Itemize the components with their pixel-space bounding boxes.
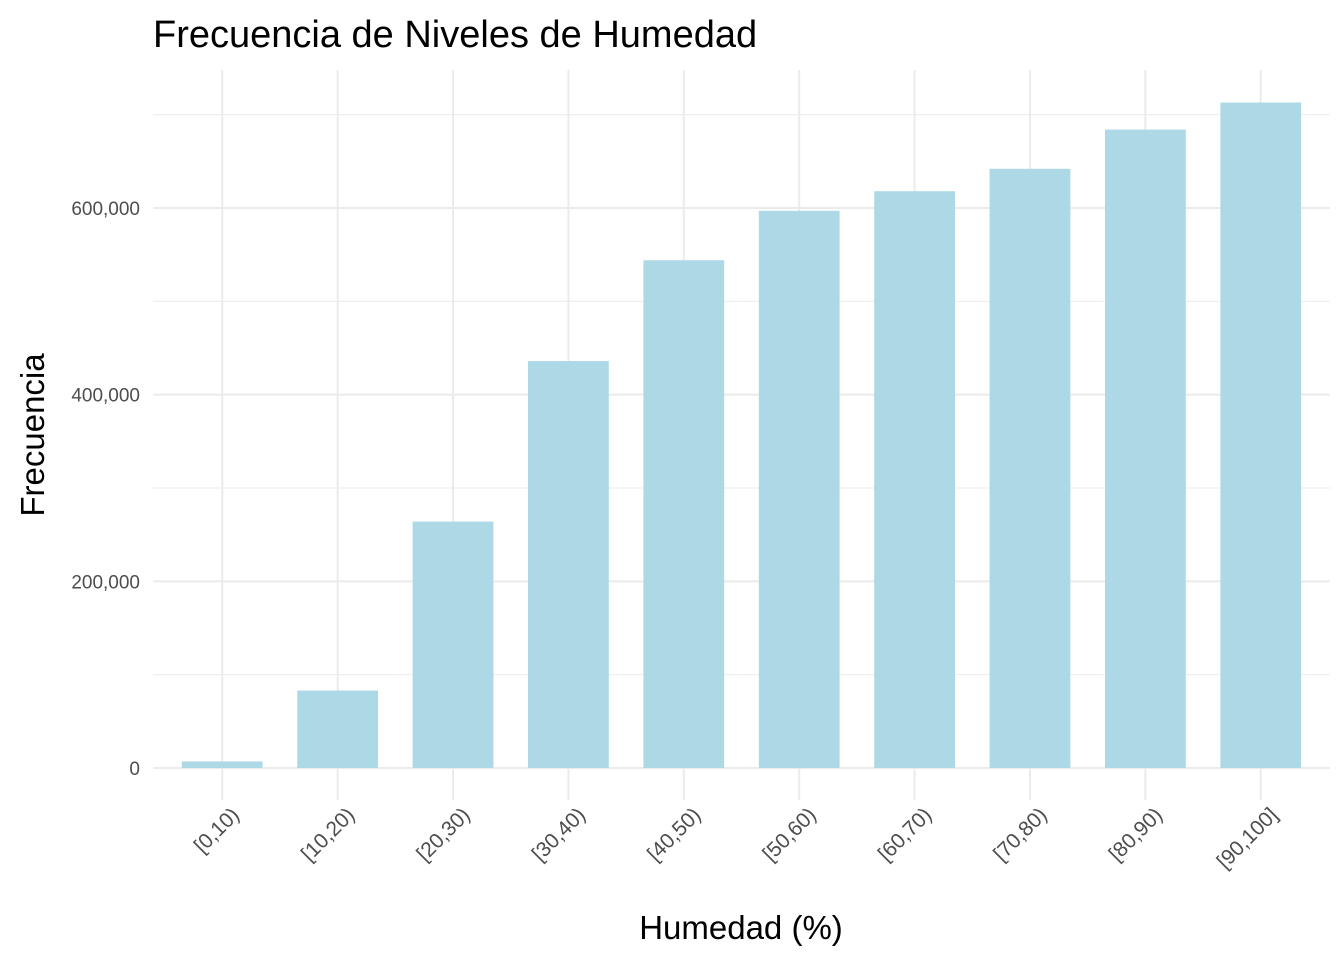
y-tick-label: 600,000 <box>71 199 140 220</box>
y-tick-label: 400,000 <box>71 386 140 407</box>
bar-[20,30) <box>412 521 494 768</box>
bar-[80,90) <box>1104 129 1186 769</box>
chart-title: Frecuencia de Niveles de Humedad <box>153 14 757 56</box>
bar-[10,20) <box>297 690 379 768</box>
y-axis-label: Frecuencia <box>14 353 51 517</box>
bars-layer <box>181 102 1302 769</box>
bar-[0,10) <box>181 761 263 768</box>
x-tick-label: [80,90) <box>1105 803 1168 866</box>
bar-[60,70) <box>874 191 955 768</box>
y-tick-label: 0 <box>129 759 140 780</box>
x-tick-label: [60,70) <box>874 803 937 866</box>
bar-[40,50) <box>643 260 725 768</box>
y-axis-ticks: 0 200,000 400,000 600,000 <box>71 199 140 780</box>
x-tick-label: [70,80) <box>989 803 1052 866</box>
x-tick-label: [50,60) <box>758 803 821 866</box>
x-tick-label: [90,100] <box>1213 803 1283 873</box>
x-tick-label: [40,50) <box>643 803 706 866</box>
x-tick-label: [10,20) <box>297 803 360 866</box>
y-tick-label: 200,000 <box>71 572 140 593</box>
x-tick-label: [0,10) <box>190 803 244 857</box>
x-tick-label: [20,30) <box>412 803 475 866</box>
bar-[70,80) <box>989 168 1071 769</box>
x-axis-label: Humedad (%) <box>639 909 843 946</box>
bar-[50,60) <box>758 210 840 769</box>
x-tick-label: [30,40) <box>528 803 591 866</box>
bar-[30,40) <box>528 361 609 768</box>
x-axis-ticks: [0,10) [10,20) [20,30) [30,40) [40,50) [50,60… <box>190 803 1283 873</box>
bar-[90,100] <box>1220 102 1302 769</box>
